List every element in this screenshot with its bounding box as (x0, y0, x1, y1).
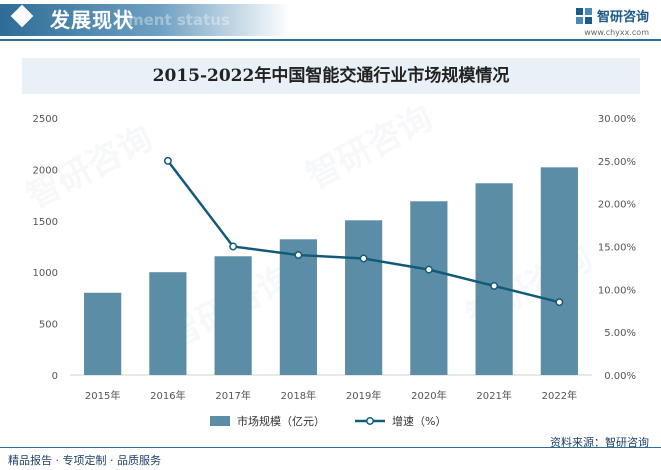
header-subtitle-watermark: ment status (128, 11, 230, 29)
footer-slogan: 精品报告 · 专项定制 · 品质服务 (8, 454, 161, 467)
x-tick-label: 2018年 (281, 389, 316, 402)
chart-title: 2015-2022年中国智能交通行业市场规模情况 (152, 66, 510, 86)
bar (149, 272, 187, 375)
chart: 0 500 1000 1500 2000 2500 0.00% 5.00% 10.00% 15.0… (33, 114, 636, 428)
bar (345, 220, 383, 375)
left-tick-label: 0 (52, 371, 58, 382)
left-tick-label: 2500 (33, 114, 58, 125)
right-tick-label: 30.00% (598, 114, 636, 125)
growth-point (359, 254, 368, 263)
growth-point (490, 281, 499, 290)
brand-name: 智研咨询 (596, 10, 649, 25)
header-divider (0, 39, 661, 41)
growth-point (163, 156, 172, 165)
x-tick-label: 2017年 (215, 389, 250, 402)
bar (410, 201, 448, 375)
header: ment status 发展现状 智研咨询 www.chyxx.com (0, 0, 661, 41)
header-banner (0, 4, 290, 36)
right-tick-label: 5.00% (604, 328, 636, 339)
x-tick-label: 2021年 (476, 389, 511, 402)
right-tick-label: 15.00% (598, 243, 636, 254)
x-tick-label: 2015年 (85, 389, 120, 402)
right-tick-label: 25.00% (598, 157, 636, 168)
growth-point (555, 298, 564, 307)
growth-point (294, 251, 303, 260)
growth-point (229, 242, 238, 251)
legend-line-marker (366, 417, 374, 425)
brand-url: www.chyxx.com (584, 28, 649, 37)
section-title: 发展现状 (50, 8, 134, 32)
left-tick-label: 2000 (33, 165, 58, 176)
right-tick-label: 0.00% (604, 371, 636, 382)
bar (279, 239, 317, 375)
footer-divider (0, 447, 661, 448)
bar (214, 256, 252, 375)
brand: 智研咨询 (575, 6, 649, 25)
x-tick-label: 2020年 (411, 389, 446, 402)
x-tick-label: 2019年 (346, 389, 381, 402)
legend-bar-label: 市场规模（亿元） (237, 414, 325, 428)
bar (84, 292, 122, 375)
right-tick-label: 20.00% (598, 200, 636, 211)
x-tick-label: 2022年 (542, 389, 577, 402)
x-tick-label: 2016年 (150, 389, 185, 402)
growth-point (424, 265, 433, 274)
brand-logo-icon (575, 7, 592, 24)
left-tick-label: 1500 (33, 217, 58, 228)
bar (540, 167, 578, 375)
chart-title-box: 2015-2022年中国智能交通行业市场规模情况 (22, 58, 640, 94)
right-tick-label: 10.00% (598, 285, 636, 296)
source-note: 资料来源：智研咨询 (550, 436, 649, 449)
legend-bar-swatch (210, 416, 230, 426)
left-tick-label: 500 (39, 320, 58, 331)
legend-line-label: 增速（%） (392, 414, 446, 428)
left-tick-label: 1000 (33, 268, 58, 279)
bar (475, 183, 513, 375)
